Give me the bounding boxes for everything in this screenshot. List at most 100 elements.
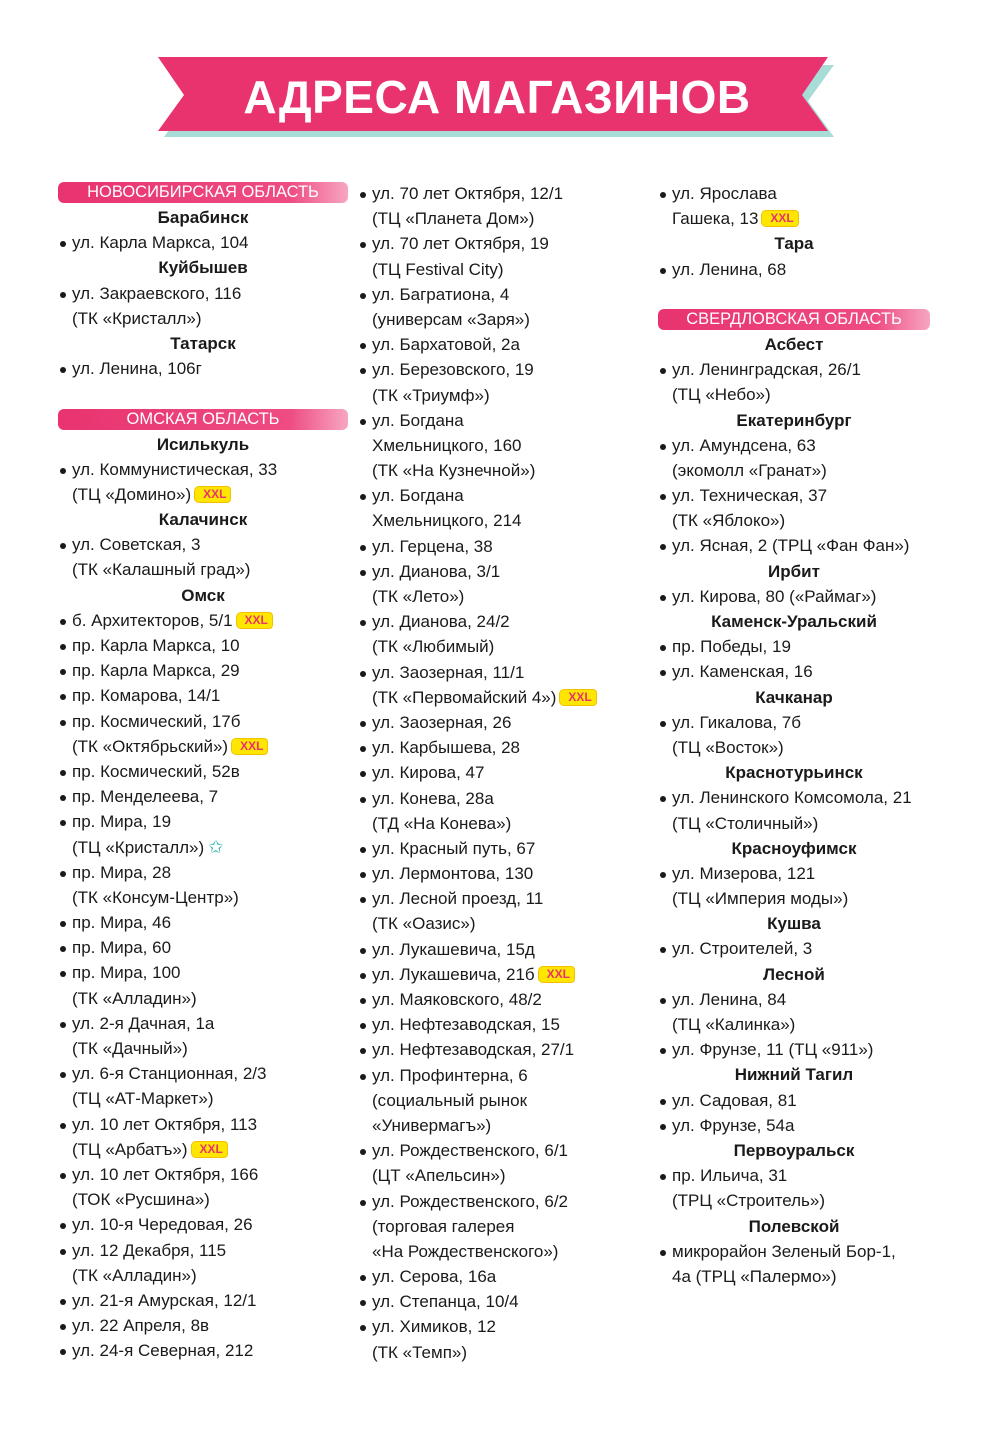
address-item: ул. Красный путь, 67 — [358, 836, 628, 861]
address-continuation-text: «Универмагъ») — [372, 1115, 492, 1135]
address-item-text: ул. Гикалова, 7б — [672, 712, 802, 732]
region-header: СВЕРДЛОВСКАЯ ОБЛАСТЬ — [658, 308, 930, 330]
address-item: пр. Комарова, 14/1 — [58, 683, 348, 708]
page-title: АДРЕСА МАГАЗИНОВ — [243, 71, 751, 123]
address-item: пр. Мира, 100 — [58, 960, 348, 985]
address-item: ул. Березовского, 19 — [358, 357, 628, 382]
city-name: Красноуфимск — [658, 836, 930, 861]
city-name: Полевской — [658, 1214, 930, 1239]
address-item-text: ул. Дианова, 3/1 — [372, 561, 501, 581]
address-continuation: (ТЦ Festival City) — [358, 257, 628, 282]
address-continuation: (ТЦ «Планета Дом») — [358, 206, 628, 231]
address-item: микрорайон Зеленый Бор-1, — [658, 1239, 930, 1264]
address-item-text: пр. Мира, 46 — [72, 913, 172, 933]
address-continuation: (ТК «Темп») — [358, 1340, 628, 1365]
address-item: ул. 24-я Северная, 212 — [58, 1338, 348, 1363]
address-continuation: (ТРЦ «Строитель») — [658, 1188, 930, 1213]
address-item: пр. Мира, 28 — [58, 860, 348, 885]
address-item-text: пр. Победы, 19 — [672, 637, 791, 657]
address-continuation: (ТК «Калашный град») — [58, 557, 348, 582]
spacer — [58, 381, 348, 406]
address-continuation: (экомолл «Гранат») — [658, 458, 930, 483]
city-name: Нижний Тагил — [658, 1062, 930, 1087]
address-continuation-text: «На Рождественского») — [372, 1241, 559, 1261]
address-item-text: пр. Ильича, 31 — [672, 1166, 788, 1186]
address-item-text: ул. 24-я Северная, 212 — [72, 1341, 254, 1361]
region-header-text: ОМСКАЯ ОБЛАСТЬ — [126, 409, 280, 428]
xxl-badge-icon: XXL — [232, 738, 268, 754]
address-continuation: «Универмагъ») — [358, 1113, 628, 1138]
city-name-text: Полевской — [748, 1216, 840, 1236]
address-continuation: (ТК «Первомайский 4») XXL — [358, 685, 628, 710]
address-continuation: «На Рождественского») — [358, 1239, 628, 1264]
address-continuation: (ТК «На Кузнечной») — [358, 458, 628, 483]
address-item-text: ул. Советская, 3 — [72, 535, 201, 555]
address-item-text: ул. 10-я Чередовая, 26 — [72, 1215, 253, 1235]
address-item-text: ул. Химиков, 12 — [372, 1317, 496, 1337]
address-item-text: ул. 2-я Дачная, 1а — [72, 1013, 215, 1033]
address-continuation-text: (ТЦ «Арбатъ») — [72, 1139, 188, 1159]
city-name-text: Первоуральск — [733, 1140, 855, 1160]
city-name: Асбест — [658, 332, 930, 357]
address-item-text: ул. Закраевского, 116 — [72, 283, 242, 303]
column-2: ул. 70 лет Октября, 12/1 (ТЦ «Планета Дом… — [358, 181, 628, 1365]
address-item: ул. Рождественского, 6/2 — [358, 1189, 628, 1214]
city-name-text: Тара — [774, 234, 814, 254]
address-item: ул. 2-я Дачная, 1а — [58, 1011, 348, 1036]
address-item: ул. 6-я Станционная, 2/3 — [58, 1061, 348, 1086]
address-item-text: ул. Профинтерна, 6 — [372, 1065, 528, 1085]
address-item: ул. Ленинградская, 26/1 — [658, 357, 930, 382]
address-item: ул. Техническая, 37 — [658, 483, 930, 508]
address-item-text: ул. Богдана — [372, 486, 464, 506]
address-item-text: ул. Бархатовой, 2а — [372, 335, 520, 355]
address-item: ул. Карбышева, 28 — [358, 735, 628, 760]
address-continuation: (ТК «Оазис») — [358, 911, 628, 936]
address-continuation-text: (торговая галерея — [372, 1216, 515, 1236]
spacer — [658, 282, 930, 307]
address-item: ул. Серова, 16а — [358, 1264, 628, 1289]
city-name: Тара — [658, 231, 930, 256]
address-item-text: ул. Нефтезаводская, 15 — [372, 1015, 560, 1035]
address-continuation-text: (ТК «Оазис») — [372, 914, 476, 934]
address-item-text: ул. Нефтезаводская, 27/1 — [372, 1040, 575, 1060]
address-continuation-text: (ТК «Алладин») — [72, 988, 197, 1008]
address-item-text: пр. Комарова, 14/1 — [72, 686, 221, 706]
address-item-text: пр. Космический, 17б — [72, 711, 241, 731]
address-continuation-text: (ТК «Триумф») — [372, 385, 490, 405]
city-name-text: Ирбит — [768, 561, 820, 581]
address-item-text: ул. Ленина, 68 — [672, 259, 787, 279]
address-item-text: ул. Мизерова, 121 — [672, 863, 816, 883]
xxl-badge-icon: XXL — [538, 966, 574, 982]
address-item: ул. Ленина, 68 — [658, 257, 930, 282]
address-item-text: ул. Лермонтова, 130 — [372, 864, 534, 884]
city-name: Лесной — [658, 962, 930, 987]
address-item: ул. Багратиона, 4 — [358, 282, 628, 307]
city-name-text: Лесной — [763, 964, 825, 984]
city-name-text: Каменск-Уральский — [711, 612, 877, 631]
address-item: ул. Коммунистическая, 33 — [58, 457, 348, 482]
address-continuation: (ТОК «Русшина») — [58, 1187, 348, 1212]
address-item: пр. Победы, 19 — [658, 634, 930, 659]
city-name-text: Краснотурьинск — [725, 763, 863, 783]
address-item-text: ул. Богдана — [372, 410, 464, 430]
address-item: ул. Степанца, 10/4 — [358, 1289, 628, 1314]
address-item: ул. 70 лет Октября, 12/1 — [358, 181, 628, 206]
address-item-text: ул. Ленинского Комсомола, 21 — [672, 788, 912, 808]
address-continuation-text: (экомолл «Гранат») — [672, 460, 827, 480]
address-continuation: (социальный рынок — [358, 1088, 628, 1113]
address-item-text: ул. 70 лет Октября, 12/1 — [372, 184, 564, 203]
xxl-badge-icon: XXL — [236, 612, 272, 628]
address-item-text: ул. Лукашевича, 15д — [372, 939, 535, 959]
address-continuation-text: Хмельницкого, 160 — [372, 435, 522, 455]
address-continuation: (ТЦ «Кристалл») ✩ — [58, 835, 348, 860]
address-continuation: (ТК «Алладин») — [58, 1263, 348, 1288]
address-item: ул. Кирова, 80 («Раймаг») — [658, 584, 930, 609]
city-name: Первоуральск — [658, 1138, 930, 1163]
address-item-text: ул. Кирова, 80 («Раймаг») — [672, 586, 877, 606]
address-item: ул. Советская, 3 — [58, 532, 348, 557]
address-item-text: ул. Коммунистическая, 33 — [72, 459, 278, 479]
address-item-text: ул. Строителей, 3 — [672, 939, 813, 959]
address-item-text: ул. Амундсена, 63 — [672, 435, 816, 455]
city-name-text: Кушва — [767, 914, 821, 934]
address-item-text: пр. Менделеева, 7 — [72, 787, 219, 807]
